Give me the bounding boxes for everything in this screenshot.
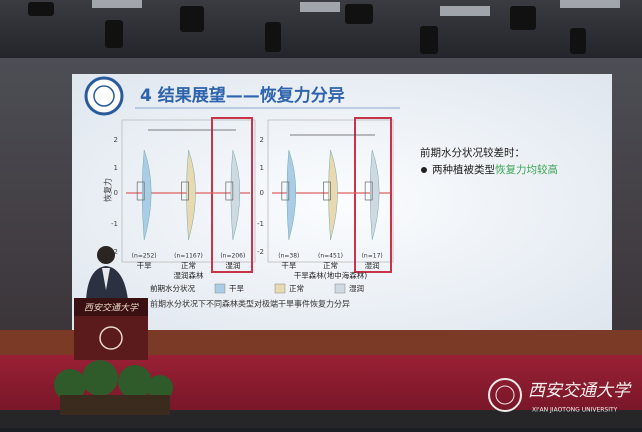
y-tick-label: 0: [114, 189, 118, 197]
sample-size: (n=38): [278, 253, 299, 260]
logo-emblem: [488, 378, 522, 412]
group-label: 湿润森林: [174, 270, 204, 280]
bullet-plain: 两种植被类型: [432, 163, 495, 176]
box: [364, 181, 373, 201]
y-tick-label: 2: [114, 136, 118, 144]
box: [281, 181, 290, 201]
box: [181, 181, 189, 201]
figure-caption: 前期水分状况下不同森林类型对极端干旱事件恢复力分异: [150, 299, 350, 309]
bullet-highlight: 恢复力均较高: [495, 163, 558, 176]
category-label: 湿润: [365, 260, 380, 270]
legend-swatch: [214, 283, 226, 294]
legend-item: 正常: [289, 284, 304, 293]
y-tick-label: 0: [260, 189, 264, 197]
violin: [186, 149, 196, 241]
note-heading: 前期水分状况较差时：: [420, 146, 525, 159]
category-label: 湿润: [225, 260, 240, 270]
plants: [54, 360, 173, 415]
y-axis-label: 恢复力: [103, 178, 113, 202]
bullet-text: 两种植被类型恢复力均较高: [432, 163, 558, 176]
legend-item: 干旱: [229, 284, 244, 293]
plot-frame: [121, 119, 256, 263]
y-tick-label: 1: [114, 164, 118, 172]
podium-name: 西安交通大学: [84, 303, 139, 314]
slide-title: 4 结果展望——恢复力分异: [140, 85, 345, 106]
y-tick-label: -1: [257, 220, 264, 228]
logo-english: XI'AN JIAOTONG UNIVERSITY: [532, 407, 618, 414]
violin: [369, 149, 380, 241]
category-label: 干旱: [137, 261, 152, 270]
category-label: 正常: [181, 261, 196, 270]
highlight-box: [211, 117, 253, 273]
violin: [328, 149, 338, 241]
box: [136, 181, 145, 201]
highlight-box: [354, 117, 392, 273]
sample-size: (n=252): [132, 253, 157, 260]
violin: [286, 149, 297, 241]
box: [323, 181, 331, 201]
category-label: 正常: [323, 261, 338, 270]
violin: [141, 149, 152, 241]
sample-size: (n=17): [362, 253, 383, 260]
legend-swatch: [334, 283, 346, 294]
box: [225, 181, 234, 201]
category-label: 干旱: [281, 261, 296, 270]
sample-size: (n=451): [318, 253, 343, 260]
logo-name: 西安交通大学: [528, 381, 632, 401]
legend-swatch: [274, 283, 286, 294]
plot-frame: [267, 119, 394, 263]
bullet-dot: [421, 167, 427, 173]
y-tick-label: 2: [260, 136, 264, 144]
sample-size: (n=1167): [174, 253, 203, 260]
y-tick-label: 1: [260, 164, 264, 172]
ceiling-lights: [28, 2, 586, 54]
speaker: [86, 246, 128, 300]
y-tick-label: -2: [257, 248, 264, 256]
y-tick-label: -2: [111, 248, 118, 256]
group-label: 干旱森林(地中海森林): [294, 270, 367, 280]
legend-title: 前期水分状况: [150, 283, 195, 293]
legend-item: 湿润: [349, 283, 364, 293]
sample-size: (n=206): [220, 253, 245, 260]
violin: [230, 149, 241, 241]
y-tick-label: -1: [111, 220, 118, 228]
slide-logo: [84, 76, 124, 116]
